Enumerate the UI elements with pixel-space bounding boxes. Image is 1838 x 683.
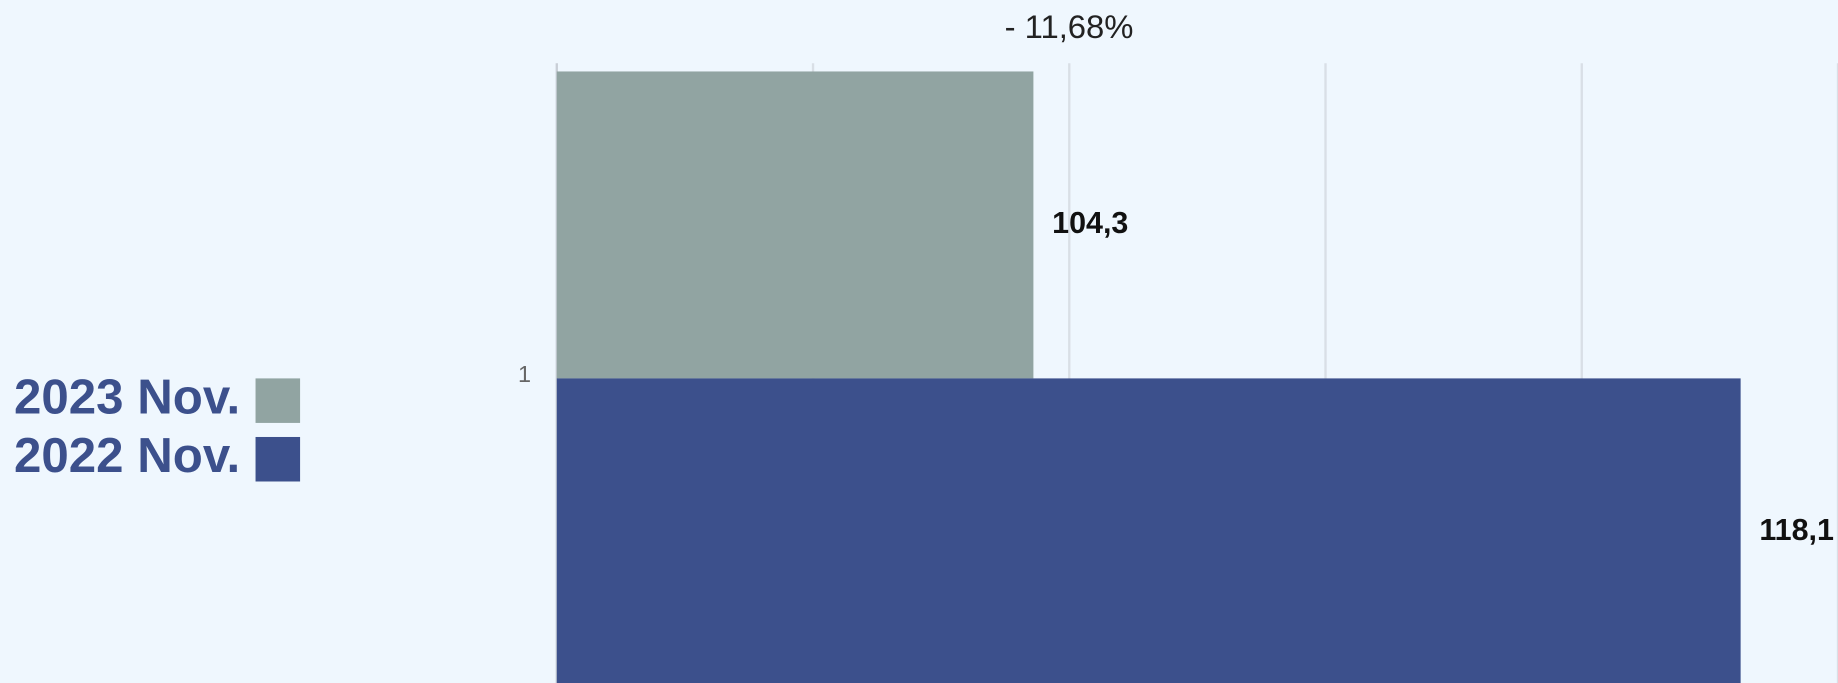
data-label: 104,3 xyxy=(1052,206,1128,240)
legend-swatch xyxy=(255,378,301,423)
annotation: - 11,68% xyxy=(1005,8,1134,45)
legend-label: 2023 Nov. xyxy=(14,370,240,425)
legend-label: 2022 Nov. xyxy=(14,428,240,483)
bar xyxy=(556,378,1741,683)
data-label: 118,1 xyxy=(1759,513,1834,547)
bar xyxy=(556,71,1034,379)
legend-swatch xyxy=(255,436,301,482)
y-tick-label: 1 xyxy=(518,361,531,387)
